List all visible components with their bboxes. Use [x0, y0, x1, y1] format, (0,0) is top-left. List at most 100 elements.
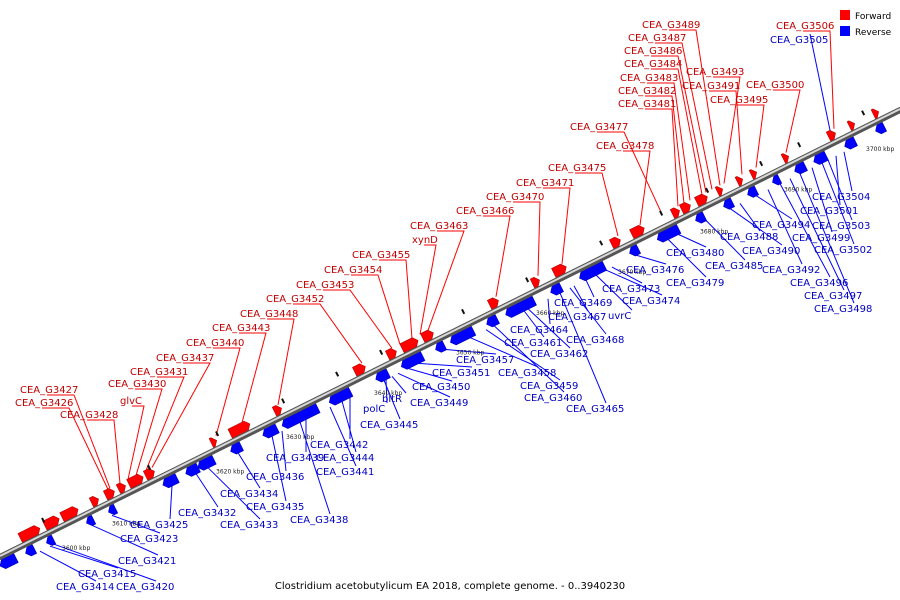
reverse-gene-label: CEA_G3432: [178, 508, 236, 519]
forward-gene-label: CEA_G3493: [686, 67, 744, 78]
forward-gene-glyph: [102, 488, 115, 501]
forward-gene-glyph: [734, 176, 743, 187]
reverse-gene-label: CEA_G3505: [770, 35, 828, 46]
reverse-gene-label: CEA_G3488: [720, 232, 778, 243]
gene-marker: [797, 141, 802, 148]
reverse-leader-line: [237, 452, 261, 489]
reverse-gene-glyph: [772, 173, 783, 186]
reverse-leader-line: [595, 274, 633, 311]
reverse-gene-glyph: [328, 386, 354, 406]
forward-leader-line: [42, 407, 109, 490]
reverse-leader-line: [195, 473, 219, 508]
forward-gene-label: CEA_G3489: [642, 20, 700, 31]
legend-reverse-label: Reverse: [855, 28, 892, 38]
forward-gene-label: CEA_G3437: [156, 353, 214, 364]
forward-gene-glyph: [780, 153, 789, 164]
reverse-gene-label: CEA_G3460: [524, 393, 582, 404]
reverse-gene-label: CEA_G3450: [412, 382, 470, 393]
forward-gene-label: CEA_G3448: [240, 309, 298, 320]
forward-gene-label: CEA_G3426: [15, 398, 73, 409]
reverse-gene-glyph: [747, 185, 760, 198]
forward-leader-line: [575, 172, 619, 237]
forward-gene-glyph: [17, 525, 41, 543]
reverse-gene-glyph: [656, 224, 682, 243]
forward-leader-line: [87, 419, 121, 484]
reverse-leader-line: [755, 195, 793, 220]
forward-gene-glyph: [59, 506, 79, 523]
forward-gene-label: CEA_G3470: [486, 192, 544, 203]
reverse-gene-label: CEA_G3457: [456, 355, 514, 366]
reverse-gene-label: CEA_G3451: [432, 368, 490, 379]
reverse-leader-line: [573, 285, 589, 312]
reverse-leader-line: [667, 238, 707, 278]
reverse-gene-label: CEA_G3504: [812, 192, 870, 203]
reverse-leader-line: [677, 233, 707, 248]
forward-gene-glyph: [88, 496, 99, 508]
reverse-leader-line: [767, 189, 803, 265]
forward-gene-label: CEA_G3454: [324, 265, 382, 276]
forward-gene-label: CEA_G3455: [352, 250, 410, 261]
forward-leader-line: [213, 347, 241, 436]
genome-backbone: [0, 107, 900, 560]
forward-leader-line: [647, 82, 691, 201]
gene-marker: [659, 210, 664, 216]
forward-leader-line: [483, 215, 511, 297]
forward-gene-label: CEA_G3428: [60, 410, 118, 421]
forward-gene-glyph: [42, 515, 60, 531]
forward-gene-label: CEA_G3475: [548, 163, 606, 174]
forward-gene-label: xynD: [412, 235, 438, 246]
reverse-gene-label: CEA_G3494: [752, 220, 810, 231]
scale-tick-label: 3620 kbp: [216, 469, 244, 476]
reverse-gene-label: CEA_G3462: [530, 349, 588, 360]
forward-leader-line: [323, 289, 393, 349]
scale-ticks: 3600 kbp 3610 kbp 3620 kbp 3630 kbp 3640 kbp…: [62, 146, 894, 552]
forward-leader-line: [127, 405, 145, 480]
reverse-leader-line: [469, 337, 539, 368]
reverse-gene-glyph: [505, 295, 537, 318]
reverse-gene-glyph: [435, 340, 448, 353]
reverse-gene-label: CEA_G3441: [316, 467, 374, 478]
reverse-leader-line: [299, 421, 331, 515]
scale-tick-label: 3650 kbp: [456, 350, 484, 357]
reverse-leader-line: [169, 485, 173, 520]
reverse-gene-label: CEA_G3468: [566, 335, 624, 346]
forward-gene-glyph: [678, 202, 691, 215]
forward-gene-label: CEA_G3487: [628, 33, 686, 44]
forward-gene-label: CEA_G3431: [130, 367, 188, 378]
forward-gene-glyph: [551, 263, 567, 278]
reverse-leader-line: [811, 167, 833, 233]
legend-forward-swatch: [840, 10, 850, 20]
legend-forward-label: Forward: [855, 12, 891, 22]
forward-gene-label: CEA_G3482: [618, 86, 676, 97]
reverse-gene-label: CEA_G3476: [626, 265, 684, 276]
forward-leader-line: [135, 388, 163, 476]
reverse-gene-label: CEA_G3485: [705, 261, 763, 272]
reverse-gene-label: CEA_G3465: [566, 404, 624, 415]
reverse-leader-line: [635, 254, 667, 265]
forward-gene-label: CEA_G3506: [776, 21, 834, 32]
reverse-gene-label: CEA_G3414: [56, 582, 114, 593]
forward-gene-label: CEA_G3495: [710, 95, 768, 106]
reverse-gene-label: bltR: [382, 394, 402, 405]
reverse-gene-label: CEA_G3480: [666, 248, 724, 259]
forward-gene-label: CEA_G3443: [212, 323, 270, 334]
forward-gene-label: CEA_G3466: [456, 206, 514, 217]
reverse-leader-line: [53, 543, 157, 582]
forward-gene-label: CEA_G3452: [266, 294, 324, 305]
forward-gene-glyph: [629, 225, 645, 240]
forward-leader-line: [651, 55, 707, 193]
scale-tick-label: 3690 kbp: [784, 187, 812, 194]
forward-gene-label: CEA_G3427: [20, 385, 78, 396]
reverse-leader-line: [789, 178, 845, 291]
scale-tick-label: 3660 kbp: [536, 310, 564, 317]
forward-leader-line: [709, 90, 743, 175]
reverse-gene-label: polC: [363, 404, 385, 415]
forward-gene-label: CEA_G3500: [746, 80, 804, 91]
forward-gene-glyph: [271, 405, 282, 417]
gene-marker: [379, 349, 384, 355]
reverse-gene-label: CEA_G3458: [498, 368, 556, 379]
reverse-gene-glyph: [375, 368, 391, 383]
forward-gene-glyph: [846, 120, 855, 131]
reverse-gene-glyph: [813, 150, 829, 165]
reverse-leader-line: [111, 514, 161, 534]
